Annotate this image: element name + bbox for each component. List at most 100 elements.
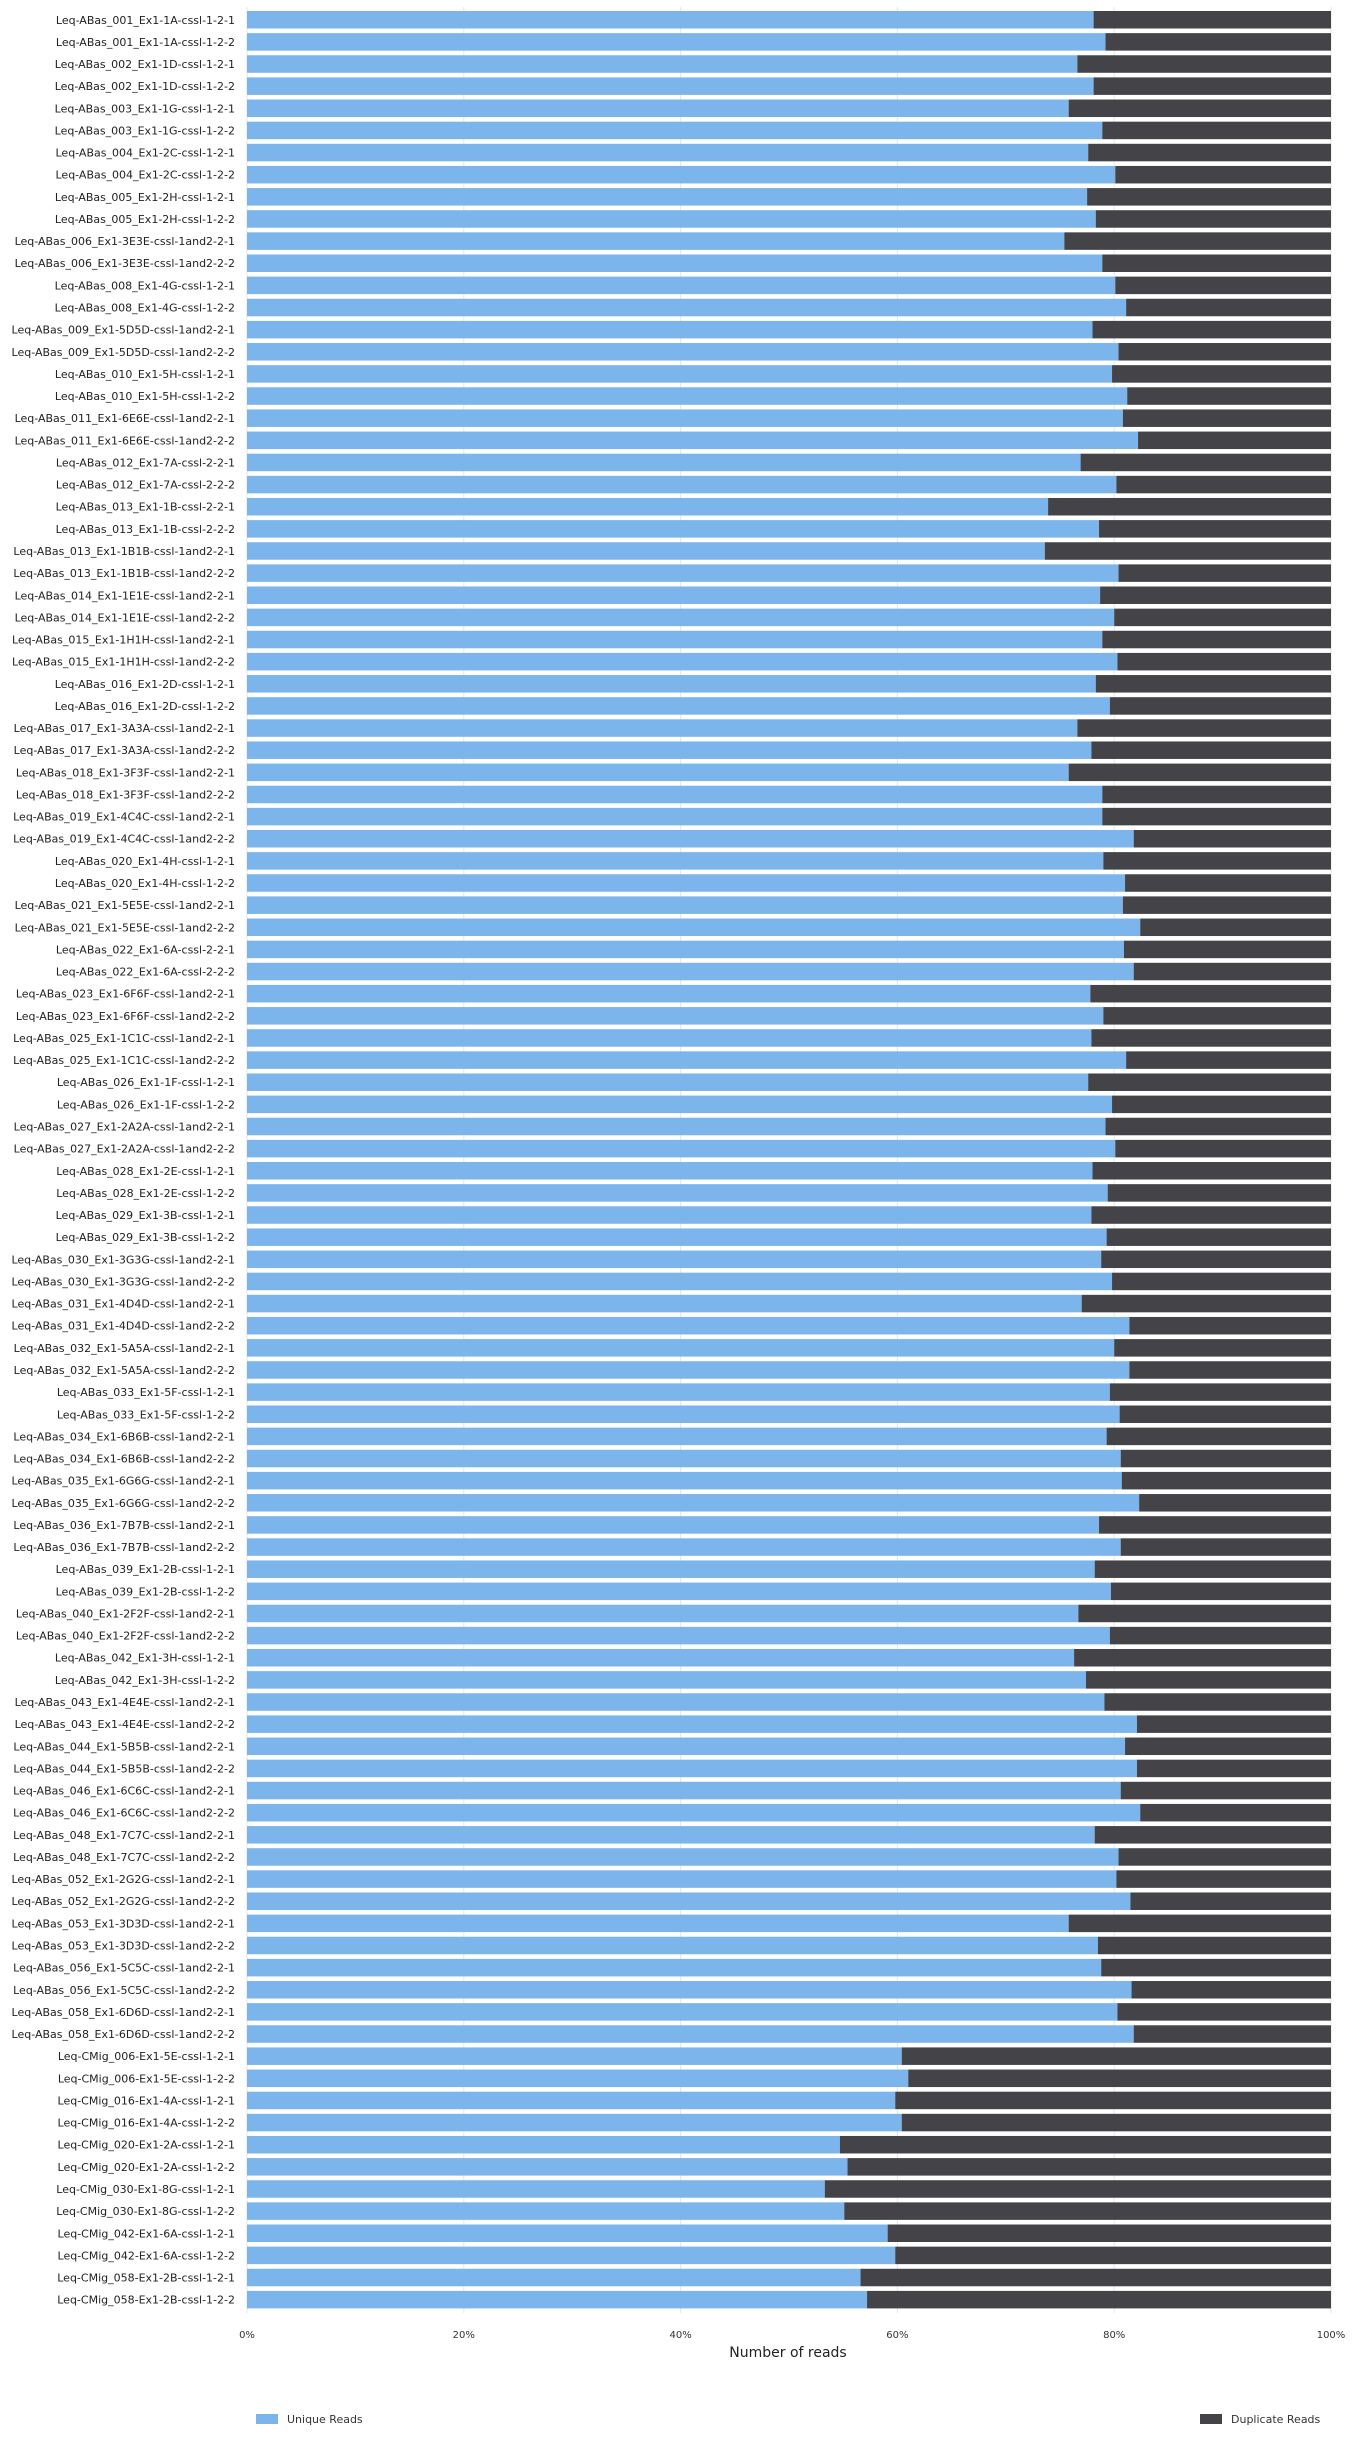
- bar-row[interactable]: [247, 2202, 1331, 2220]
- bar-unique[interactable]: [247, 896, 1123, 914]
- bar-duplicate[interactable]: [1114, 608, 1331, 627]
- bar-duplicate[interactable]: [1129, 1361, 1331, 1379]
- bar-duplicate[interactable]: [1117, 2003, 1331, 2021]
- bar-row[interactable]: [247, 1228, 1331, 1246]
- bar-duplicate[interactable]: [860, 2268, 1331, 2287]
- bar-duplicate[interactable]: [901, 2047, 1331, 2065]
- bar-unique[interactable]: [247, 99, 1069, 118]
- bar-row[interactable]: [247, 1117, 1331, 1136]
- bar-row[interactable]: [247, 896, 1331, 914]
- bar-duplicate[interactable]: [1112, 365, 1331, 383]
- bar-row[interactable]: [247, 1250, 1331, 1269]
- bar-unique[interactable]: [247, 829, 1134, 848]
- bar-unique[interactable]: [247, 1228, 1107, 1246]
- bar-unique[interactable]: [247, 586, 1101, 605]
- bar-duplicate[interactable]: [1103, 852, 1331, 870]
- bar-row[interactable]: [247, 475, 1331, 494]
- bar-row[interactable]: [247, 165, 1331, 184]
- bar-duplicate[interactable]: [1119, 1405, 1331, 1424]
- bar-row[interactable]: [247, 1715, 1331, 1733]
- bar-unique[interactable]: [247, 1139, 1116, 1158]
- bar-unique[interactable]: [247, 1538, 1121, 1556]
- bar-unique[interactable]: [247, 431, 1139, 450]
- bar-unique[interactable]: [247, 918, 1141, 937]
- bar-row[interactable]: [247, 343, 1331, 361]
- bar-unique[interactable]: [247, 2135, 840, 2154]
- bar-duplicate[interactable]: [1091, 741, 1331, 759]
- bar-row[interactable]: [247, 1781, 1331, 1800]
- bar-unique[interactable]: [247, 1383, 1110, 1401]
- bar-duplicate[interactable]: [1117, 652, 1331, 671]
- bar-row[interactable]: [247, 431, 1331, 450]
- bar-unique[interactable]: [247, 409, 1123, 427]
- bar-unique[interactable]: [247, 320, 1093, 339]
- bar-duplicate[interactable]: [1102, 121, 1331, 140]
- bar-duplicate[interactable]: [1078, 1604, 1331, 1623]
- bar-row[interactable]: [247, 2224, 1331, 2243]
- bar-duplicate[interactable]: [1125, 1737, 1331, 1756]
- bar-unique[interactable]: [247, 807, 1103, 826]
- bar-unique[interactable]: [247, 1914, 1069, 1933]
- bar-duplicate[interactable]: [1102, 807, 1331, 826]
- bar-duplicate[interactable]: [1129, 1316, 1331, 1335]
- bar-row[interactable]: [247, 1914, 1331, 1933]
- bar-duplicate[interactable]: [1120, 1449, 1331, 1468]
- bar-duplicate[interactable]: [844, 2202, 1331, 2220]
- bar-row[interactable]: [247, 2135, 1331, 2154]
- bar-duplicate[interactable]: [1112, 1095, 1331, 1114]
- bar-duplicate[interactable]: [1116, 475, 1331, 494]
- bar-unique[interactable]: [247, 1826, 1095, 1844]
- bar-unique[interactable]: [247, 55, 1078, 73]
- bar-unique[interactable]: [247, 475, 1117, 494]
- bar-duplicate[interactable]: [1133, 829, 1331, 848]
- bar-duplicate[interactable]: [1080, 453, 1331, 472]
- bar-unique[interactable]: [247, 1516, 1100, 1534]
- bar-unique[interactable]: [247, 1117, 1106, 1136]
- bar-unique[interactable]: [247, 2113, 902, 2132]
- bar-unique[interactable]: [247, 1870, 1117, 1888]
- bar-duplicate[interactable]: [1127, 387, 1331, 405]
- bar-row[interactable]: [247, 11, 1331, 29]
- bar-row[interactable]: [247, 1361, 1331, 1379]
- bar-row[interactable]: [247, 829, 1331, 848]
- bar-duplicate[interactable]: [1081, 1294, 1331, 1313]
- bar-duplicate[interactable]: [1087, 188, 1331, 206]
- bar-duplicate[interactable]: [1091, 1029, 1331, 1047]
- bar-unique[interactable]: [247, 2268, 861, 2287]
- bar-row[interactable]: [247, 675, 1331, 693]
- bar-duplicate[interactable]: [1090, 984, 1331, 1003]
- bar-row[interactable]: [247, 852, 1331, 870]
- bar-unique[interactable]: [247, 608, 1115, 627]
- bar-row[interactable]: [247, 1029, 1331, 1047]
- bar-row[interactable]: [247, 918, 1331, 937]
- bar-unique[interactable]: [247, 1693, 1105, 1711]
- bar-duplicate[interactable]: [1136, 1715, 1331, 1733]
- bar-unique[interactable]: [247, 719, 1078, 737]
- bar-unique[interactable]: [247, 675, 1096, 693]
- bar-unique[interactable]: [247, 1449, 1121, 1468]
- bar-duplicate[interactable]: [1099, 1516, 1331, 1534]
- bar-row[interactable]: [247, 586, 1331, 605]
- bar-row[interactable]: [247, 2268, 1331, 2287]
- bar-duplicate[interactable]: [1095, 210, 1331, 228]
- bar-row[interactable]: [247, 1759, 1331, 1778]
- bar-duplicate[interactable]: [1068, 763, 1331, 782]
- bar-duplicate[interactable]: [1126, 1051, 1331, 1069]
- bar-duplicate[interactable]: [1086, 1671, 1331, 1689]
- bar-row[interactable]: [247, 1892, 1331, 1910]
- bar-unique[interactable]: [247, 11, 1094, 29]
- bar-unique[interactable]: [247, 254, 1103, 272]
- bar-duplicate[interactable]: [1074, 1648, 1331, 1667]
- bar-duplicate[interactable]: [1133, 962, 1331, 981]
- bar-unique[interactable]: [247, 2290, 868, 2309]
- bar-row[interactable]: [247, 55, 1331, 73]
- bar-unique[interactable]: [247, 1848, 1119, 1866]
- bar-duplicate[interactable]: [1109, 1626, 1331, 1645]
- bar-row[interactable]: [247, 564, 1331, 582]
- bar-row[interactable]: [247, 719, 1331, 737]
- bar-duplicate[interactable]: [895, 2091, 1331, 2110]
- bar-unique[interactable]: [247, 1184, 1108, 1202]
- bar-unique[interactable]: [247, 2069, 909, 2088]
- bar-unique[interactable]: [247, 453, 1081, 472]
- bar-row[interactable]: [247, 121, 1331, 140]
